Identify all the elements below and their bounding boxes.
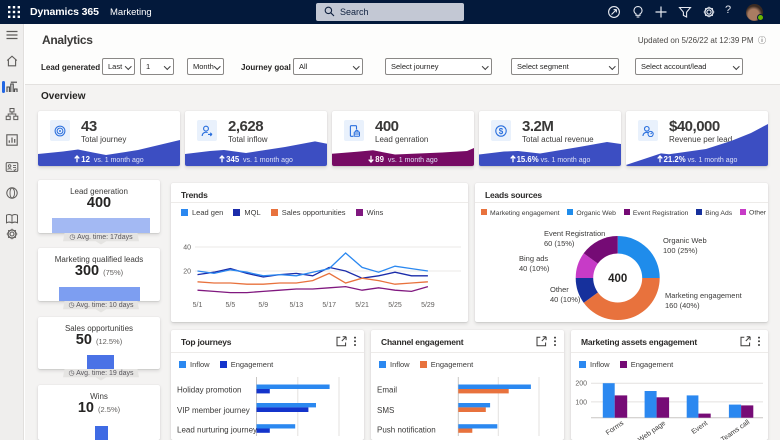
svg-text:40 (10%): 40 (10%) bbox=[550, 295, 581, 304]
svg-text:$: $ bbox=[499, 126, 504, 135]
svg-text:Holiday promotion: Holiday promotion bbox=[177, 386, 241, 395]
svg-text:Organic Web: Organic Web bbox=[663, 236, 707, 245]
svg-text:Push notification: Push notification bbox=[377, 426, 436, 435]
svg-text:5/9: 5/9 bbox=[258, 302, 268, 309]
svg-text:Teams call: Teams call bbox=[720, 419, 751, 440]
svg-text:200: 200 bbox=[575, 381, 587, 388]
svg-text:5/25: 5/25 bbox=[388, 302, 402, 309]
svg-text:40: 40 bbox=[183, 245, 191, 252]
svg-text:100: 100 bbox=[575, 399, 587, 406]
svg-text:5/13: 5/13 bbox=[289, 302, 303, 309]
svg-text:Event: Event bbox=[690, 420, 709, 436]
svg-text:Marketing engagement: Marketing engagement bbox=[665, 291, 743, 300]
svg-text:Event Registration: Event Registration bbox=[544, 229, 605, 238]
svg-text:5/21: 5/21 bbox=[355, 302, 369, 309]
svg-text:Forms: Forms bbox=[605, 420, 626, 437]
svg-text:5/5: 5/5 bbox=[226, 302, 236, 309]
svg-text:5/29: 5/29 bbox=[421, 302, 435, 309]
svg-text:160 (40%): 160 (40%) bbox=[665, 301, 700, 310]
svg-text:5/17: 5/17 bbox=[322, 302, 336, 309]
svg-text:Email: Email bbox=[377, 386, 397, 395]
svg-text:40 (10%): 40 (10%) bbox=[519, 264, 550, 273]
svg-text:VIP member journey: VIP member journey bbox=[177, 406, 250, 415]
svg-text:Lead nurturing journey: Lead nurturing journey bbox=[177, 426, 257, 435]
svg-text:60 (15%): 60 (15%) bbox=[544, 239, 575, 248]
svg-text:5/1: 5/1 bbox=[193, 302, 203, 309]
svg-text:SMS: SMS bbox=[377, 406, 394, 415]
svg-text:100 (25%): 100 (25%) bbox=[663, 246, 698, 255]
svg-text:20: 20 bbox=[183, 269, 191, 276]
svg-text:400: 400 bbox=[608, 273, 627, 285]
svg-text:Web page: Web page bbox=[637, 420, 667, 440]
svg-text:Bing ads: Bing ads bbox=[519, 254, 548, 263]
svg-text:Other: Other bbox=[550, 285, 569, 294]
